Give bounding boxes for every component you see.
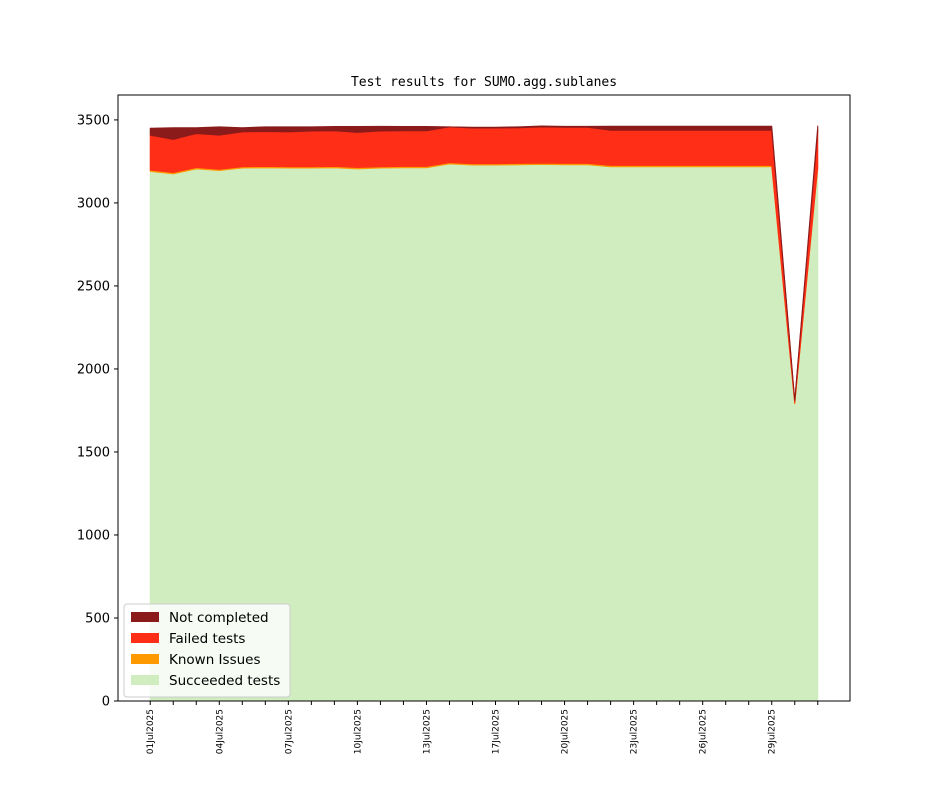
- chart-title: Test results for SUMO.agg.sublanes: [351, 75, 617, 90]
- y-tick-label: 0: [102, 695, 110, 710]
- plot-frame: [117, 94, 851, 702]
- x-axis: 01Jul2025 04Jul2025 07Jul2025 10Jul2025 13Ju…: [146, 701, 819, 754]
- x-tick-label: 23Jul2025: [630, 709, 640, 754]
- y-tick-label: 3500: [77, 113, 110, 128]
- x-tick-label: 04Jul2025: [215, 709, 225, 754]
- x-tick-label: 26Jul2025: [699, 709, 709, 754]
- y-tick-label: 2000: [77, 362, 110, 377]
- legend-box: [123, 603, 291, 698]
- x-tick-label: 10Jul2025: [353, 709, 363, 754]
- legend-label-failed-tests: Failed tests: [169, 631, 245, 647]
- area-layers: [149, 125, 819, 702]
- legend-swatch-succeeded-tests: [131, 675, 159, 685]
- legend-label-not-completed: Not completed: [169, 610, 269, 626]
- legend-swatch-not-completed: [131, 612, 159, 622]
- y-tick-label: 3000: [77, 196, 110, 211]
- y-tick-label: 2500: [77, 279, 110, 294]
- x-tick-label: 13Jul2025: [422, 709, 432, 754]
- x-tick-label: 29Jul2025: [768, 709, 778, 754]
- x-tick-label: 20Jul2025: [561, 709, 571, 754]
- legend-swatch-failed-tests: [131, 633, 159, 643]
- area-not-completed: [149, 125, 819, 401]
- y-axis: 0 500 1000 1500 2000 2500 3000 3500: [77, 113, 118, 710]
- x-tick-label: 07Jul2025: [284, 709, 294, 754]
- x-tick-label: 17Jul2025: [492, 709, 502, 754]
- y-tick-label: 1500: [77, 445, 110, 460]
- legend-label-succeeded-tests: Succeeded tests: [169, 673, 280, 689]
- legend-label-known-issues: Known Issues: [169, 652, 261, 668]
- x-tick-label: 01Jul2025: [146, 709, 156, 754]
- y-tick-label: 1000: [77, 528, 110, 543]
- y-tick-label: 500: [85, 611, 110, 626]
- legend: Not completed Failed tests Known Issues Suc…: [123, 603, 291, 698]
- legend-swatch-known-issues: [131, 654, 159, 664]
